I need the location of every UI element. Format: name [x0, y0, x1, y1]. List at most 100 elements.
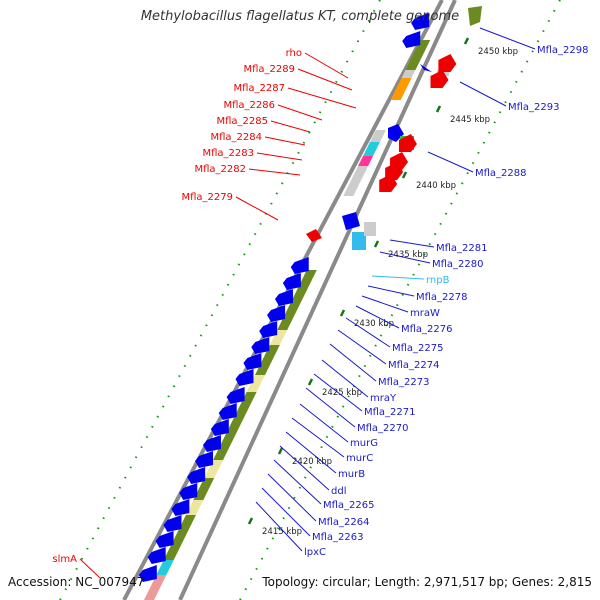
cog-segment: [213, 392, 257, 460]
reverse-cds-arrow: [411, 13, 430, 30]
gene-label-forward: slmA: [52, 554, 77, 565]
reverse-cds-arrow: [226, 387, 245, 404]
gene-label-reverse: Mfla_2280: [432, 259, 484, 270]
leader-line: [264, 136, 306, 146]
reverse-cds-arrow: [147, 547, 166, 564]
leader-line: [459, 81, 507, 107]
tick-label: 2445 kbp: [450, 115, 490, 125]
reverse-cds-arrow: [267, 305, 286, 322]
gene-label-reverse: mraY: [370, 393, 397, 404]
tick-mark: [435, 105, 442, 113]
leader-line: [297, 68, 353, 91]
tick-label: 2430 kbp: [354, 319, 394, 329]
forward-cds-arrow: [398, 134, 417, 152]
leader-line: [305, 387, 356, 428]
cog-segment: [163, 530, 189, 560]
reverse-cds-arrow: [243, 353, 262, 370]
leader-line: [304, 52, 349, 79]
feature-block: [468, 6, 482, 26]
reverse-cds-arrow: [155, 531, 174, 548]
leader-line: [427, 151, 474, 173]
reverse-cds-arrow: [195, 451, 214, 468]
cog-segment: [204, 460, 224, 478]
leader-line: [367, 285, 415, 297]
cog-segment: [369, 130, 386, 142]
leader-line: [479, 27, 536, 50]
gene-label-reverse: ddl: [331, 486, 346, 497]
gene-label-forward: Mfla_2286: [223, 100, 275, 111]
reverse-cds-arrow: [210, 419, 229, 436]
leader-line: [267, 473, 317, 522]
cog-segment: [405, 40, 431, 70]
gene-label-forward: Mfla_2287: [233, 83, 285, 94]
leader-line: [277, 104, 323, 121]
gene-label-reverse: Mfla_2276: [401, 324, 453, 335]
cog-segment: [358, 156, 374, 166]
leader-line: [361, 295, 409, 313]
leader-line: [285, 431, 337, 474]
tick-mark: [373, 240, 380, 248]
cog-segment: [277, 270, 317, 330]
tick-mark: [307, 378, 314, 386]
cog-segment: [144, 575, 167, 600]
gene-label-reverse: Mfla_2265: [323, 500, 375, 511]
reverse-cds-arrow: [235, 369, 254, 386]
gene-label-forward: Mfla_2285: [216, 116, 268, 127]
reverse-cds-arrow: [179, 483, 198, 500]
reverse-cds-arrow: [402, 31, 421, 48]
reverse-cds-arrow: [274, 289, 293, 306]
leader-line: [299, 403, 349, 443]
tick-label: 2435 kbp: [388, 250, 428, 260]
reverse-cds-arrow: [290, 257, 309, 274]
cog-segment: [185, 500, 204, 515]
feature-block: [364, 222, 376, 236]
leader-line: [371, 275, 425, 280]
genome-summary-text: Topology: circular; Length: 2,971,517 bp…: [262, 575, 592, 589]
leader-line: [337, 329, 387, 365]
gene-label-forward: Mfla_2282: [194, 164, 246, 175]
reverse-cds-arrow: [251, 337, 270, 354]
reverse-cds-arrow: [163, 515, 182, 532]
forward-cds-arrow: [306, 229, 322, 242]
gene-label-reverse: rnpB: [426, 275, 450, 286]
leader-line: [235, 196, 279, 221]
gene-label-forward: Mfla_2289: [243, 64, 295, 75]
gene-label-reverse: Mfla_2293: [508, 102, 560, 113]
cog-segment: [246, 375, 265, 392]
gene-label-reverse: murB: [338, 469, 365, 480]
gene-label-reverse: Mfla_2264: [318, 517, 370, 528]
tick-mark: [277, 447, 284, 455]
gene-label-reverse: lpxC: [304, 547, 326, 558]
cog-segment: [255, 345, 280, 375]
gene-labels: rho Mfla_2289 Mfla_2287 Mfla_2286 Mfla_2285 M…: [52, 27, 589, 579]
reverse-cds-arrow: [202, 435, 221, 452]
leader-line: [255, 501, 303, 552]
leader-line: [345, 317, 391, 348]
cog-segment: [401, 70, 416, 78]
leader-line: [279, 445, 330, 491]
cog-band: [144, 40, 431, 600]
gene-label-reverse: Mfla_2263: [312, 532, 364, 543]
cog-segment: [343, 166, 369, 196]
cog-segment: [193, 478, 215, 500]
reverse-cds-arrow: [420, 64, 432, 72]
forward-cds-arrow: [438, 54, 457, 72]
leader-line: [270, 120, 311, 133]
gene-label-reverse: Mfla_2288: [475, 168, 527, 179]
gene-label-reverse: Mfla_2274: [388, 360, 440, 371]
gene-label-forward: Mfla_2283: [202, 148, 254, 159]
reverse-strand-cds: [138, 6, 482, 582]
gene-label-reverse: mraW: [410, 308, 440, 319]
leader-line: [79, 558, 101, 579]
cog-segment: [156, 560, 174, 575]
tick-mark: [247, 517, 254, 525]
gene-label-reverse: Mfla_2281: [436, 243, 488, 254]
cog-segment: [178, 515, 196, 530]
gene-label-reverse: murG: [350, 438, 378, 449]
tick-label: 2425 kbp: [322, 388, 362, 398]
leader-line: [329, 343, 377, 382]
gene-label-forward: Mfla_2279: [181, 192, 233, 203]
leader-line: [389, 239, 435, 248]
reverse-cds-arrow: [218, 403, 237, 420]
